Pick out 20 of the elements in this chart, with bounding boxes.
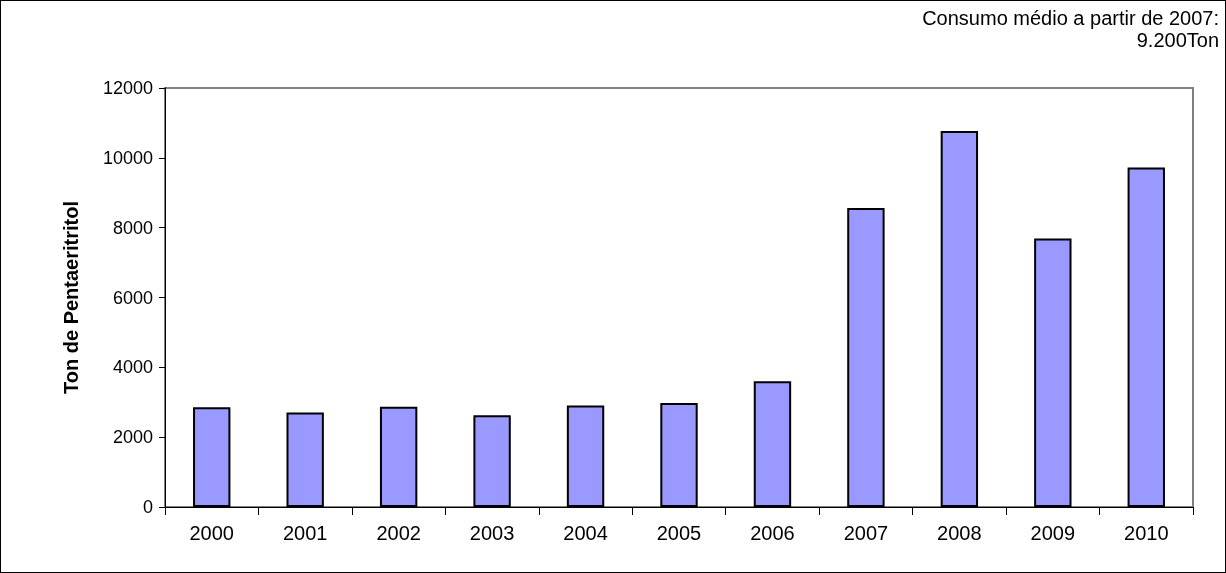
x-tick-label: 2007 bbox=[843, 522, 889, 544]
x-tick-label: 2008 bbox=[937, 522, 982, 544]
x-tick-label: 2005 bbox=[656, 522, 702, 544]
x-tick-label: 2006 bbox=[750, 522, 795, 544]
y-tick-label: 2000 bbox=[112, 427, 153, 448]
y-tick-label: 4000 bbox=[112, 357, 153, 378]
x-tick-label: 2000 bbox=[189, 522, 234, 544]
y-tick-label: 8000 bbox=[112, 217, 153, 238]
x-tick-label: 2010 bbox=[1124, 522, 1169, 544]
x-tick-label: 2009 bbox=[1030, 522, 1076, 544]
x-tick-label: 2003 bbox=[469, 522, 515, 544]
y-tick-label: 6000 bbox=[112, 287, 153, 308]
y-axis-title: Ton de Pentaeritritol bbox=[60, 201, 82, 394]
x-tick-label: 2002 bbox=[376, 522, 421, 544]
text: Consumo médio a partir de 2007: 9.200Ton bbox=[922, 7, 1219, 51]
y-tick-label: 10000 bbox=[102, 147, 153, 168]
x-tick-label: 2001 bbox=[282, 522, 328, 544]
y-tick-label: 0 bbox=[142, 497, 153, 517]
x-tick-label: 2004 bbox=[563, 522, 608, 544]
y-tick-label: 12000 bbox=[102, 78, 153, 98]
